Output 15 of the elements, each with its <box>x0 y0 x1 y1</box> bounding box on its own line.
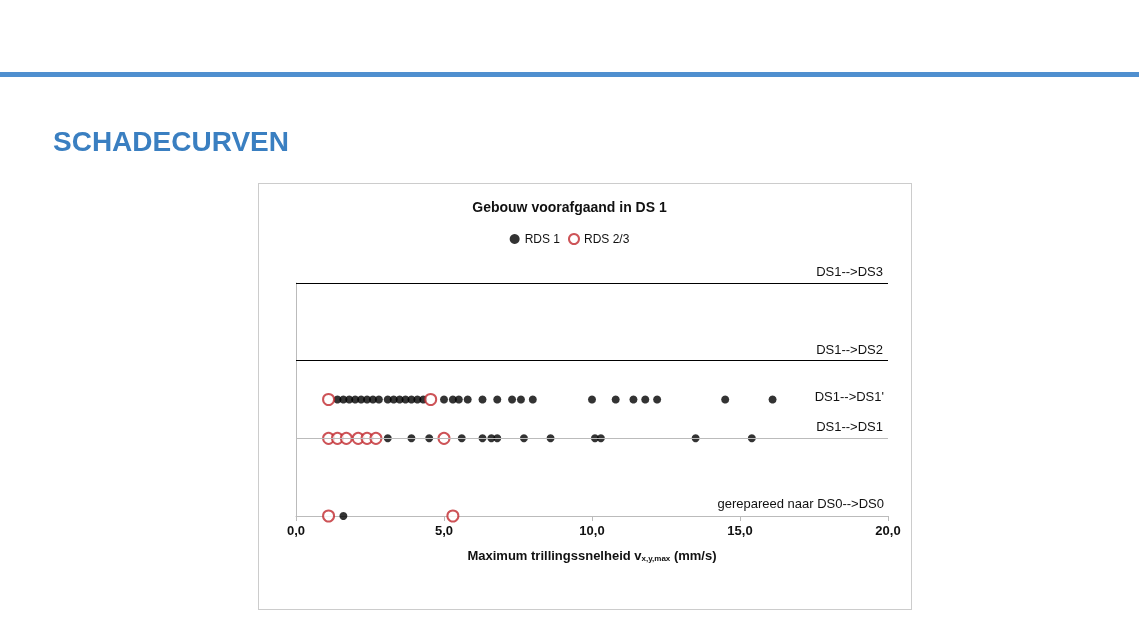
x-tick-label: 0,0 <box>286 523 306 538</box>
ref-line-label: DS1-->DS2 <box>816 341 883 357</box>
chart-subtitle: Gebouw voorafgaand in DS 1 <box>472 199 667 215</box>
x-axis-title: Maximum trillingssnelheid vx,y,max (mm/s) <box>467 547 717 563</box>
x-tick-label: 10,0 <box>579 523 605 538</box>
x-tick-label: 5,0 <box>434 523 454 538</box>
ref-line-label: DS1-->DS1 <box>816 419 883 435</box>
annotation: gerepareed naar DS0-->DS0 <box>717 496 885 511</box>
chart-title: SCHADECURVEN <box>53 125 289 157</box>
legend-label: RDS 1 <box>524 232 561 246</box>
ref-line-label: DS1-->DS3 <box>816 264 883 279</box>
x-tick-label: 15,0 <box>727 523 753 538</box>
annotation: DS1-->DS1' <box>814 389 884 404</box>
legend-label: RDS 2/3 <box>584 232 630 246</box>
x-tick-label: 20,0 <box>875 523 901 538</box>
